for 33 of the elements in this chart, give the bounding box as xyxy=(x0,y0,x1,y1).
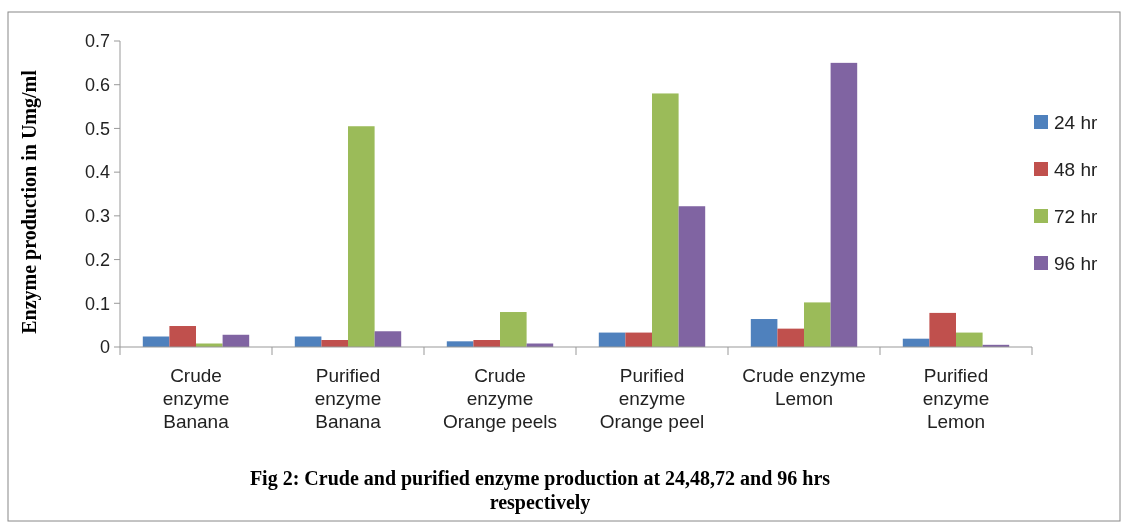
bar xyxy=(830,62,858,347)
x-tick-label: Purified enzyme Orange peel xyxy=(599,365,705,432)
bar xyxy=(678,206,706,347)
bar xyxy=(777,328,804,347)
y-tick-label: 0.2 xyxy=(84,249,110,270)
text: Fig 2: Crude and purified enzyme production at 24,48,72 and 96 hrs respectively xyxy=(249,467,831,514)
bar xyxy=(374,331,402,347)
bar xyxy=(348,126,375,347)
bar xyxy=(169,326,196,347)
y-axis-title: Enzyme production in Umg/ml xyxy=(18,69,41,334)
legend-label: 48 hr xyxy=(1054,158,1098,180)
bar xyxy=(652,93,679,347)
y-tick-label: 0.1 xyxy=(84,293,110,314)
legend-label: 24 hr xyxy=(1054,111,1098,133)
bar xyxy=(625,332,652,347)
legend-label: 96 hr xyxy=(1054,252,1098,274)
bar xyxy=(750,319,778,347)
y-tick-label: 0 xyxy=(99,337,110,358)
y-tick-label: 0.5 xyxy=(84,118,110,139)
bar xyxy=(804,302,831,347)
y-tick-label: 0.6 xyxy=(84,75,110,96)
bar xyxy=(929,312,956,347)
x-tick-label: Purified enzyme Lemon xyxy=(922,365,990,432)
bar xyxy=(500,312,527,347)
x-tick-label: Purified enzyme Banana xyxy=(314,365,382,432)
y-tick-label: 0.7 xyxy=(84,31,110,52)
legend-label: 72 hr xyxy=(1054,205,1098,227)
y-tick-label: 0.3 xyxy=(84,206,110,227)
y-tick-label: 0.4 xyxy=(84,162,110,183)
x-tick-label: Crude enzyme Orange peels xyxy=(442,365,558,432)
x-tick-label: Crude enzyme Lemon xyxy=(742,365,866,409)
bar xyxy=(956,332,983,347)
x-tick-label: Crude enzyme Banana xyxy=(162,365,230,432)
